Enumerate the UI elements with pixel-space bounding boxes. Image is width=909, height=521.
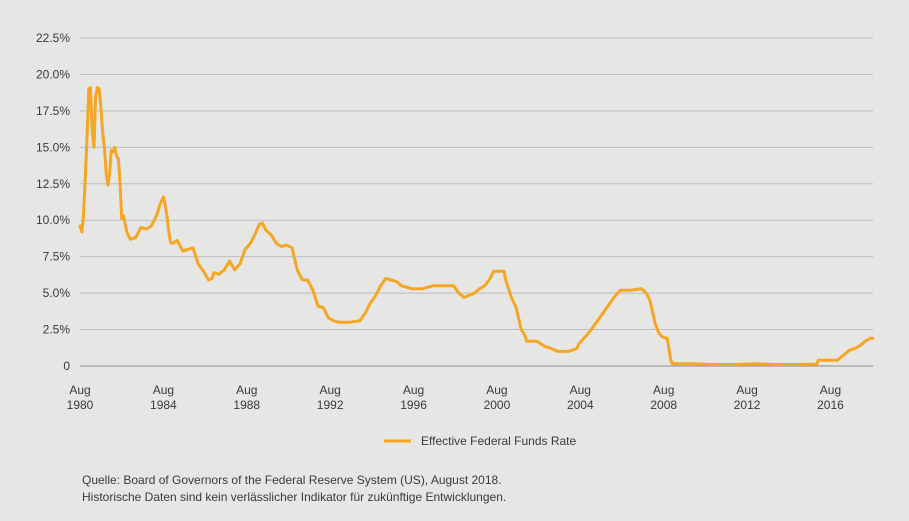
y-tick-label: 2.5% [43,323,71,337]
x-tick-year: 1980 [67,398,94,412]
x-axis-tick-labels: Aug1980Aug1984Aug1988Aug1992Aug1996Aug20… [67,383,844,412]
source-line: Quelle: Board of Governors of the Federa… [82,473,502,487]
x-tick-month: Aug [736,383,757,397]
x-tick-year: 1984 [150,398,177,412]
legend: Effective Federal Funds Rate [384,434,577,448]
source-note: Quelle: Board of Governors of the Federa… [82,472,506,506]
x-tick-year: 2016 [817,398,844,412]
disclaimer-line: Historische Daten sind kein verlässliche… [82,490,507,504]
x-tick-month: Aug [820,383,841,397]
x-tick-year: 2012 [734,398,761,412]
y-tick-label: 5.0% [43,286,71,300]
x-tick-year: 1992 [317,398,344,412]
y-tick-label: 22.5% [36,31,70,45]
gridlines [80,37,873,367]
y-axis-tick-labels: 0 2.5% 5.0% 7.5% 10.0% 12.5% 15.0% 17.5% 20.0% 22… [36,31,70,373]
x-tick-year: 1988 [233,398,260,412]
y-tick-label: 17.5% [36,104,70,118]
x-tick-year: 2004 [567,398,594,412]
x-tick-month: Aug [69,383,90,397]
y-tick-label: 10.0% [36,213,70,227]
legend-label: Effective Federal Funds Rate [421,434,577,448]
y-tick-label: 15.0% [36,140,70,154]
x-tick-month: Aug [153,383,174,397]
x-tick-year: 2000 [484,398,511,412]
x-tick-year: 2008 [650,398,677,412]
series-line-effective-federal-funds-rate [78,86,875,366]
chart: 0 2.5% 5.0% 7.5% 10.0% 12.5% 15.0% 17.5% 20.0% 22… [36,31,875,448]
x-tick-month: Aug [653,383,674,397]
x-tick-month: Aug [403,383,424,397]
x-tick-month: Aug [319,383,340,397]
x-tick-month: Aug [236,383,257,397]
y-tick-label: 12.5% [36,177,70,191]
y-tick-label: 0 [63,359,70,373]
y-tick-label: 20.0% [36,67,70,81]
x-tick-month: Aug [570,383,591,397]
x-tick-month: Aug [486,383,507,397]
x-tick-year: 1996 [400,398,427,412]
y-tick-label: 7.5% [43,250,71,264]
